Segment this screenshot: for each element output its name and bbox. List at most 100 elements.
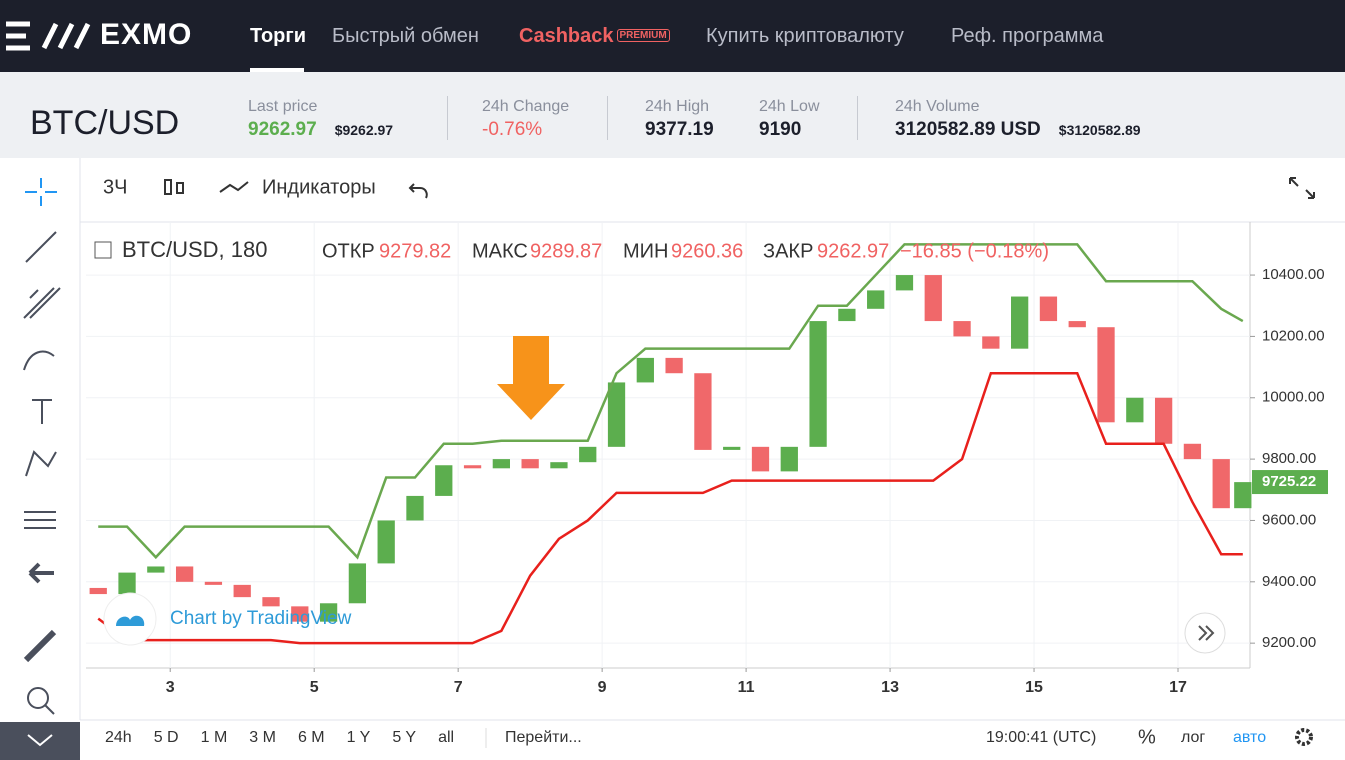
x-tick-label: 17 — [1169, 679, 1187, 696]
price-tag — [1252, 470, 1328, 495]
y-tick-label: 9800.00 — [1262, 450, 1316, 467]
candle — [1183, 443, 1202, 460]
x-tick-label: 11 — [738, 679, 755, 696]
nav-item[interactable]: Купить криптовалюту — [706, 25, 904, 47]
clock: 19:00:41 (UTC) — [986, 729, 1096, 746]
goto[interactable]: Перейти... — [505, 729, 582, 746]
stat: 24h Volume 3120582.89 USD $3120582.89 — [895, 98, 1141, 141]
range-button[interactable]: 6 M — [298, 729, 325, 746]
y-tick-label: 9200.00 — [1262, 634, 1316, 651]
chevron — [27, 734, 53, 747]
stat-value: 3120582.89 USD $3120582.89 — [895, 119, 1141, 141]
range-button[interactable]: 24h — [105, 729, 132, 746]
candle — [636, 357, 654, 383]
x-tick-label: 9 — [598, 679, 607, 696]
separator — [857, 96, 858, 140]
ticker-bar: BTC/USD Last price 9262.97 $9262.97 24h Ch… — [0, 72, 1345, 158]
candle — [348, 563, 367, 604]
stat: Last price 9262.97 $9262.97 — [248, 98, 393, 141]
legend-value: 9260.36 — [671, 240, 743, 262]
settings[interactable] — [1295, 728, 1313, 746]
candle — [780, 446, 798, 472]
legend-symbol: BTC/USD, 180 — [122, 237, 268, 262]
candle — [89, 587, 107, 595]
legend-value: 9279.82 — [379, 240, 451, 262]
x-tick-label: 3 — [166, 679, 175, 696]
candle — [895, 275, 914, 291]
candle — [1068, 321, 1086, 328]
x-tick-label: 13 — [881, 679, 899, 696]
candle — [550, 462, 568, 469]
stat-sub: $9262.97 — [334, 122, 394, 138]
range-button[interactable]: 1 M — [201, 729, 228, 746]
plot: 9200.00 9400.00 9600.00 9800.00 10000.00 1020… — [86, 222, 1328, 696]
legend-label: МИН — [623, 240, 668, 262]
toolbar-icons[interactable] — [164, 177, 1315, 199]
range-button[interactable]: 5 Y — [392, 729, 416, 746]
candle — [809, 321, 827, 447]
arrow-annotation — [497, 336, 565, 420]
nav-item[interactable]: Cashback PREMIUM — [519, 25, 670, 48]
logo[interactable]: EXMO — [100, 18, 193, 51]
candle — [492, 459, 510, 469]
stat-label: 24h Volume — [895, 98, 980, 115]
indicators-button[interactable]: Индикаторы — [262, 176, 376, 198]
candle — [291, 606, 309, 622]
candle — [175, 566, 194, 582]
stat-sub: $3120582.89 — [1058, 122, 1141, 138]
nav-item[interactable]: Реф. программа — [951, 25, 1104, 47]
nav-item[interactable]: Быстрый обмен — [332, 25, 479, 47]
stat-label: 24h High — [645, 98, 710, 115]
candle — [319, 603, 338, 622]
percent-toggle[interactable]: % — [1138, 726, 1156, 748]
nav-bar: EXMO Торги Быстрый обмен Cashback PREMIUM… — [0, 0, 1345, 72]
separator — [447, 96, 448, 140]
candle — [1212, 459, 1230, 509]
range-button[interactable]: 3 M — [249, 729, 276, 746]
separator — [607, 96, 608, 140]
legend: BTC/USD, 180 ОТКР 9279.82 МАКС 9289.87 М… — [94, 237, 1049, 262]
stat-label: 24h Low — [759, 98, 820, 115]
range-button[interactable]: 1 Y — [347, 729, 371, 746]
legend-label: ОТКР — [322, 240, 375, 262]
log-toggle[interactable]: лог — [1181, 729, 1205, 746]
chart-widget: 3Ч Индикаторы 9200.00 9400.00 9600.00 9800.… — [0, 158, 1345, 760]
candle — [924, 275, 942, 322]
active-indicator — [250, 68, 304, 72]
y-tick-label: 10400.00 — [1262, 266, 1325, 283]
tv-cloud — [116, 615, 145, 626]
stat-value: -0.76% — [482, 119, 543, 140]
x-tick-label: 7 — [454, 679, 463, 696]
chevron — [1198, 625, 1215, 641]
candle — [435, 465, 453, 496]
drawing-tools[interactable] — [23, 178, 61, 715]
candle — [694, 373, 712, 450]
interval[interactable]: 3Ч — [103, 176, 127, 198]
candle — [262, 597, 280, 607]
y-tick-label: 10000.00 — [1262, 389, 1325, 406]
stat-value: 9262.97 $9262.97 — [248, 119, 393, 141]
candle — [204, 581, 223, 585]
bottom-bar: 24h 5 D 1 M 3 M 6 M 1 Y 5 Y all — [105, 729, 454, 746]
tv-logo[interactable] — [103, 592, 157, 646]
stat-value: 9377.19 — [645, 119, 714, 140]
stat-label: Last price — [248, 98, 318, 115]
legend-toggle[interactable] — [94, 241, 112, 259]
x-tick-label: 15 — [1025, 679, 1043, 696]
candle — [1011, 296, 1029, 349]
range-button[interactable]: all — [438, 729, 454, 746]
auto-toggle[interactable]: авто — [1233, 729, 1266, 746]
candle — [1234, 482, 1252, 509]
y-tick-label: 10200.00 — [1262, 327, 1325, 344]
nav-item[interactable]: Торги — [250, 25, 307, 47]
collapse-button[interactable] — [0, 722, 80, 760]
watermark[interactable]: Chart by TradingView — [170, 608, 352, 629]
stat-label: 24h Change — [482, 98, 570, 115]
stat: 24h High 9377.19 — [645, 98, 714, 141]
legend-value: 9289.87 — [530, 240, 602, 262]
candle — [953, 321, 971, 337]
candle — [723, 446, 741, 450]
range-button[interactable]: 5 D — [154, 729, 179, 746]
candle — [463, 465, 482, 469]
